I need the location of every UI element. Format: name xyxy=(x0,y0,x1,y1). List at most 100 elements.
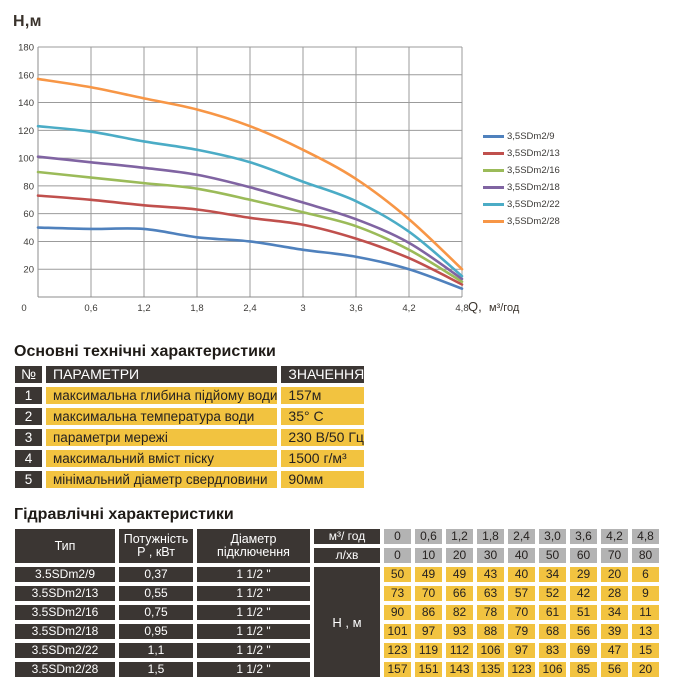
flow-m3h-value: 4,8 xyxy=(632,529,659,544)
hydraulic-row: 3.5SDm2/16 0,75 1 1/2 " 90 86 82 78 70 61 51 34 11 xyxy=(15,605,659,620)
head-value: 20 xyxy=(632,662,659,677)
pump-diameter: 1 1/2 " xyxy=(197,567,310,582)
head-value: 52 xyxy=(539,586,566,601)
head-value: 73 xyxy=(384,586,411,601)
x-tick-label: 4,2 xyxy=(402,303,415,314)
pump-power: 0,55 xyxy=(119,586,193,601)
series-line-3,5SDm2/28 xyxy=(36,77,464,271)
head-value: 112 xyxy=(446,643,473,658)
legend-line-swatch xyxy=(483,186,504,189)
pump-type: 3.5SDm2/13 xyxy=(15,586,115,601)
tech-header-param: ПАРАМЕТРИ xyxy=(46,366,278,383)
x-tick-label: 1,2 xyxy=(137,303,150,314)
x-axis-q: Q, xyxy=(468,299,482,314)
head-value: 123 xyxy=(384,643,411,658)
legend-line-swatch xyxy=(483,203,504,206)
y-tick-label: 100 xyxy=(18,154,34,165)
head-value: 88 xyxy=(477,624,504,639)
head-value: 79 xyxy=(508,624,535,639)
head-value: 61 xyxy=(539,605,566,620)
flow-m3h-value: 3,6 xyxy=(570,529,597,544)
tech-specs-row: 4 максимальний вміст піску 1500 г/м³ xyxy=(15,450,365,467)
x-tick-label: 0,6 xyxy=(84,303,97,314)
tech-specs-title: Основні технічні характеристики xyxy=(14,343,276,360)
head-value: 151 xyxy=(415,662,442,677)
flow-m3h-value: 1,8 xyxy=(477,529,504,544)
y-tick-label: 20 xyxy=(23,265,34,276)
head-value: 157 xyxy=(384,662,411,677)
tech-row-num: 2 xyxy=(15,408,42,425)
legend-label: 3,5SDm2/22 xyxy=(507,199,560,210)
pump-diameter: 1 1/2 " xyxy=(197,662,310,677)
x-tick-label: 1,8 xyxy=(190,303,203,314)
head-value: 135 xyxy=(477,662,504,677)
hydraulic-row: 3.5SDm2/28 1,5 1 1/2 " 157 151 143 135 123 106 85… xyxy=(15,662,659,677)
head-value: 83 xyxy=(539,643,566,658)
head-value: 15 xyxy=(632,643,659,658)
hydraulic-header-row-m3h: Тип Потужність Р , кВт Діаметр підключен… xyxy=(15,529,659,563)
head-value: 78 xyxy=(477,605,504,620)
tech-row-value: 157м xyxy=(281,387,365,404)
head-value: 57 xyxy=(508,586,535,601)
hyd-header-flow-lmin: л/хв xyxy=(314,548,380,563)
tech-row-param: параметри мережі xyxy=(46,429,278,446)
pump-type: 3.5SDm2/9 xyxy=(15,567,115,582)
legend-line-swatch xyxy=(483,152,504,155)
y-tick-label: 60 xyxy=(23,209,34,220)
flow-m3h-value: 2,4 xyxy=(508,529,535,544)
head-value: 34 xyxy=(539,567,566,582)
series-line-3,5SDm2/22 xyxy=(36,124,464,278)
y-tick-label: 80 xyxy=(23,181,34,192)
head-value: 34 xyxy=(601,605,628,620)
tech-row-num: 4 xyxy=(15,450,42,467)
head-value: 28 xyxy=(601,586,628,601)
head-value: 123 xyxy=(508,662,535,677)
legend-label: 3,5SDm2/9 xyxy=(507,131,555,142)
tech-specs-table: № ПАРАМЕТРИ ЗНАЧЕННЯ 1 максимальна глибин… xyxy=(11,362,368,492)
tech-specs-row: 3 параметри мережі 230 В/50 Гц xyxy=(15,429,365,446)
series-line-3,5SDm2/18 xyxy=(36,155,464,281)
head-value: 29 xyxy=(570,567,597,582)
series-line-3,5SDm2/9 xyxy=(36,226,464,290)
tech-row-value: 35° С xyxy=(281,408,365,425)
pump-diameter: 1 1/2 " xyxy=(197,586,310,601)
head-value: 69 xyxy=(570,643,597,658)
pump-type: 3.5SDm2/18 xyxy=(15,624,115,639)
head-value: 49 xyxy=(415,567,442,582)
head-value: 20 xyxy=(601,567,628,582)
legend-label: 3,5SDm2/28 xyxy=(507,216,560,227)
pump-diameter: 1 1/2 " xyxy=(197,605,310,620)
chart-legend: 3,5SDm2/9 3,5SDm2/13 3,5SDm2/16 3,5SDm2/18 3… xyxy=(483,128,560,230)
head-value: 90 xyxy=(384,605,411,620)
head-value: 11 xyxy=(632,605,659,620)
head-value: 51 xyxy=(570,605,597,620)
tech-header-value: ЗНАЧЕННЯ xyxy=(281,366,365,383)
pump-power: 0,95 xyxy=(119,624,193,639)
tech-row-param: максимальний вміст піску xyxy=(46,450,278,467)
head-value: 50 xyxy=(384,567,411,582)
head-value: 42 xyxy=(570,586,597,601)
head-value: 56 xyxy=(601,662,628,677)
legend-item: 3,5SDm2/18 xyxy=(483,179,560,196)
legend-item: 3,5SDm2/16 xyxy=(483,162,560,179)
head-column-label: Н , м xyxy=(314,567,380,677)
head-value: 97 xyxy=(508,643,535,658)
pump-curves-chart: Н,м 180 160 140 120 100 80 60 40 20 0 0,6 1,2 1,8 2,4… xyxy=(0,0,700,334)
pump-type: 3.5SDm2/16 xyxy=(15,605,115,620)
tech-row-num: 5 xyxy=(15,471,42,488)
x-tick-label: 4,8 xyxy=(455,303,468,314)
pump-datasheet-page: Н,м 180 160 140 120 100 80 60 40 20 0 0,6 1,2 1,8 2,4… xyxy=(0,0,700,677)
y-axis-title: Н,м xyxy=(13,13,42,30)
flow-lmin-value: 60 xyxy=(570,548,597,563)
pump-power: 1,1 xyxy=(119,643,193,658)
head-value: 68 xyxy=(539,624,566,639)
x-tick-label: 0 xyxy=(21,303,26,314)
series-line-3,5SDm2/16 xyxy=(36,170,464,284)
flow-m3h-value: 4,2 xyxy=(601,529,628,544)
hydraulic-header-row-lmin: л/хв 0 10 20 30 40 50 60 70 80 xyxy=(15,548,659,563)
pump-diameter: 1 1/2 " xyxy=(197,643,310,658)
pump-type: 3.5SDm2/22 xyxy=(15,643,115,658)
head-value: 13 xyxy=(632,624,659,639)
flow-lmin-value: 10 xyxy=(415,548,442,563)
hyd-header-power: Потужність Р , кВт xyxy=(119,529,193,563)
